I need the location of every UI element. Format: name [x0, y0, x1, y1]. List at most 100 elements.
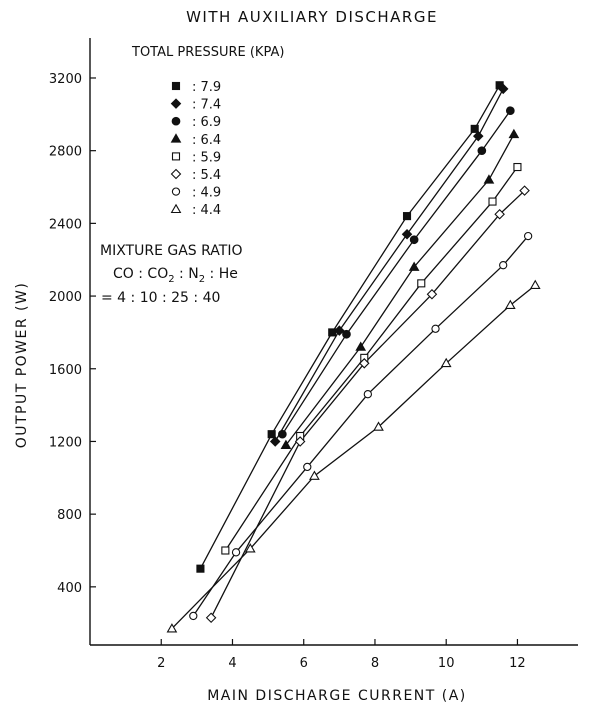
y-tick-label: 2000 — [49, 290, 82, 305]
data-points — [166, 81, 541, 633]
legend: : 7.9 : 7.4 : 6.9 : 6.4 : 5.9 : 5.4 : 4.9 : 4.4 — [170, 80, 221, 218]
series-line-1 — [274, 88, 504, 442]
data-point-7-5 — [504, 299, 516, 310]
y-tick-label: 2400 — [49, 217, 82, 232]
x-tick-label: 10 — [438, 656, 455, 671]
x-tick-label: 4 — [228, 656, 236, 671]
species-n2: N — [188, 266, 198, 282]
x-tick-label: 12 — [509, 656, 526, 671]
series-line-2 — [281, 110, 511, 435]
legend-label-4: : 5.9 — [192, 150, 221, 165]
data-point-1-2 — [401, 228, 413, 240]
species-co: CO — [113, 266, 134, 282]
species-co2-subscript: 2 — [168, 274, 174, 285]
data-point-3-1 — [355, 341, 367, 351]
mixture-species: CO : CO2 : N2 : He — [113, 266, 238, 285]
legend-marker-2 — [171, 116, 181, 126]
x-tick-label: 8 — [371, 656, 379, 671]
data-point-6-3 — [363, 390, 372, 399]
mixture-ratio-values: = 4 : 10 : 25 : 40 — [101, 290, 220, 306]
data-point-3-0 — [280, 439, 292, 449]
data-point-4-4 — [488, 197, 497, 206]
legend-label-1: : 7.4 — [192, 98, 221, 113]
data-point-2-1 — [342, 329, 351, 339]
data-point-6-2 — [303, 462, 312, 472]
legend-label-6: : 4.9 — [192, 186, 221, 201]
series-line-4 — [224, 166, 518, 551]
data-point-5-0 — [205, 612, 217, 624]
y-tick-label: 400 — [57, 581, 82, 596]
y-tick-label: 1200 — [49, 435, 82, 450]
data-point-2-0 — [278, 429, 287, 439]
data-point-1-4 — [497, 83, 509, 95]
data-point-7-4 — [440, 357, 452, 368]
data-point-4-5 — [513, 162, 522, 172]
species-n2-subscript: 2 — [199, 274, 205, 285]
data-point-0-4 — [470, 124, 479, 133]
data-point-4-3 — [417, 279, 426, 288]
data-point-0-2 — [328, 328, 337, 337]
data-point-4-0 — [221, 546, 230, 555]
data-point-2-2 — [409, 235, 419, 245]
data-point-5-3 — [426, 288, 438, 300]
legend-label-7: : 4.4 — [192, 203, 221, 218]
data-point-7-2 — [309, 470, 320, 480]
data-point-7-1 — [244, 543, 256, 553]
data-point-6-6 — [523, 231, 533, 241]
species-he: He — [219, 266, 238, 282]
y-tick-label: 1600 — [49, 363, 82, 378]
data-point-6-1 — [231, 548, 241, 557]
legend-label-3: : 6.4 — [192, 133, 221, 148]
data-point-2-3 — [477, 146, 487, 156]
y-tick-label: 3200 — [49, 72, 82, 87]
data-point-5-1 — [294, 436, 306, 447]
legend-marker-3 — [170, 133, 182, 143]
series-line-5 — [210, 190, 526, 618]
data-point-6-4 — [431, 324, 440, 333]
data-point-0-0 — [196, 564, 205, 573]
x-axis-title: MAIN DISCHARGE CURRENT (A) — [207, 688, 467, 704]
legend-label-2: : 6.9 — [192, 115, 221, 130]
data-point-7-6 — [529, 279, 541, 290]
legend-marker-6 — [171, 187, 181, 196]
data-point-3-4 — [508, 128, 520, 139]
mixture-gas-ratio-note: MIXTURE GAS RATIO CO : CO2 : N2 : He = 4… — [100, 243, 243, 306]
data-point-0-1 — [267, 430, 276, 439]
data-point-2-4 — [505, 106, 515, 116]
data-point-3-2 — [408, 261, 420, 271]
legend-title: TOTAL PRESSURE (KPA) — [131, 45, 284, 60]
axis-ticks: 2 4 6 8 10 12 400 800 1200 1600 2000 2400 2800 3200 — [49, 72, 526, 671]
series-line-0 — [199, 84, 501, 570]
data-point-5-4 — [494, 209, 505, 220]
legend-marker-4 — [171, 152, 181, 161]
chart-title: WITH AUXILIARY DISCHARGE — [186, 8, 438, 26]
series-line-3 — [285, 133, 515, 446]
data-point-7-3 — [373, 421, 384, 431]
chart-axes — [89, 38, 578, 646]
data-point-6-5 — [499, 261, 508, 270]
data-point-1-0 — [269, 436, 281, 447]
y-tick-label: 2800 — [49, 145, 82, 160]
x-tick-label: 6 — [300, 656, 308, 671]
y-axis-title: OUTPUT POWER (W) — [14, 282, 30, 449]
data-point-0-3 — [402, 212, 412, 221]
data-point-7-0 — [166, 623, 178, 633]
y-tick-label: 800 — [57, 508, 82, 523]
data-point-1-1 — [334, 325, 345, 336]
legend-label-0: : 7.9 — [192, 80, 221, 95]
x-tick-label: 2 — [157, 656, 165, 671]
data-point-5-2 — [358, 358, 370, 369]
data-point-5-5 — [519, 185, 530, 196]
legend-marker-1 — [170, 98, 182, 109]
species-co2: CO — [147, 266, 168, 282]
series-line-7 — [171, 284, 536, 630]
legend-marker-7 — [170, 203, 182, 214]
data-point-3-3 — [483, 174, 495, 184]
legend-marker-5 — [170, 168, 182, 180]
data-point-6-0 — [189, 611, 198, 621]
legend-marker-0 — [171, 81, 181, 91]
data-point-1-3 — [472, 130, 484, 142]
legend-label-5: : 5.4 — [192, 168, 221, 183]
mixture-heading: MIXTURE GAS RATIO — [100, 243, 243, 259]
